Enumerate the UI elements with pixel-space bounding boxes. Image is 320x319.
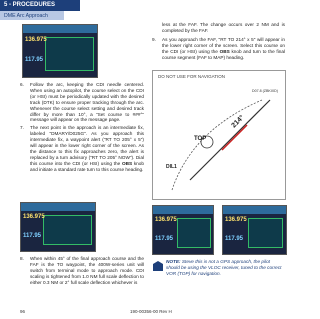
nav-freq: 117.95 xyxy=(155,236,174,242)
step-number: 8. xyxy=(20,256,24,261)
nav-freq: 117.95 xyxy=(225,236,244,242)
final-course xyxy=(189,99,271,181)
map-warning: DO NOT USE FOR NAVIGATION xyxy=(158,74,225,79)
step-text: As you approach the FAF, "RT TO 214° x 5… xyxy=(162,36,285,54)
page-number: 96 xyxy=(20,309,26,314)
steps: 8. When within 45° of the final approach … xyxy=(20,256,144,286)
continued-text: less at the FAF. The change occurs over … xyxy=(162,22,285,33)
nav-freq: 117.95 xyxy=(25,57,44,63)
note-label: NOTE: xyxy=(166,259,181,264)
gps-screen: 136.975 117.95 xyxy=(152,205,214,255)
subsection-band xyxy=(0,11,64,20)
fix-label: DIL1 xyxy=(166,164,177,170)
subsection-title: DME Arc Approach xyxy=(4,13,48,19)
vor-symbol xyxy=(200,135,214,149)
note: NOTE: Steve this is not a GPS approach, … xyxy=(166,259,285,277)
nav-freq: 117.95 xyxy=(23,233,42,239)
step-number: 9. xyxy=(152,36,156,42)
step-text: knob and turn to the final course segmen… xyxy=(162,48,285,60)
doc-number: 190-00356-00 Rev H xyxy=(130,309,172,314)
gps-screen: 136.975 117.95 xyxy=(20,202,96,252)
arc-fix-label: D07.8 (ZBKIXD) xyxy=(252,89,278,93)
step-text: Follow the arc, keeping the CDI needle c… xyxy=(30,82,144,123)
step-number: 6. xyxy=(20,82,24,87)
active-leg xyxy=(221,124,248,151)
note-icon xyxy=(153,261,163,271)
header-band xyxy=(0,0,80,11)
approach-map: DO NOT USE FOR NAVIGATION TOP 214° DIL1 … xyxy=(152,70,286,200)
vor-label: TOP xyxy=(194,136,206,142)
com-freq: 136.975 xyxy=(23,214,45,220)
com-freq: 136.975 xyxy=(155,217,177,223)
steps: 6. Follow the arc, keeping the CDI needle… xyxy=(20,82,144,173)
step-text-bold: OBS xyxy=(219,48,230,54)
map-frame xyxy=(152,70,286,200)
com-freq: 136.975 xyxy=(25,37,47,43)
gps-screen: 136.975 117.95 xyxy=(22,24,98,78)
step-text: knob and initiate a standard rate turn t… xyxy=(30,160,145,172)
page: 5 - PROCEDURES DME Arc Approach 136.975 … xyxy=(0,0,287,314)
step-number: 7. xyxy=(20,125,24,131)
section-title: 5 - PROCEDURES xyxy=(4,2,56,8)
step-text-bold: OBS xyxy=(121,160,133,166)
icon-shape xyxy=(153,261,163,271)
gps-screen: 136.975 117.95 xyxy=(222,205,287,255)
right-text: less at the FAF. The change occurs over … xyxy=(152,22,285,60)
step-text: The next point in the approach is an int… xyxy=(30,125,144,166)
step-text: When within 45° of the final approach co… xyxy=(30,256,144,285)
com-freq: 136.975 xyxy=(225,217,247,223)
note-text: Steve this is not a GPS approach, the pi… xyxy=(166,259,282,276)
